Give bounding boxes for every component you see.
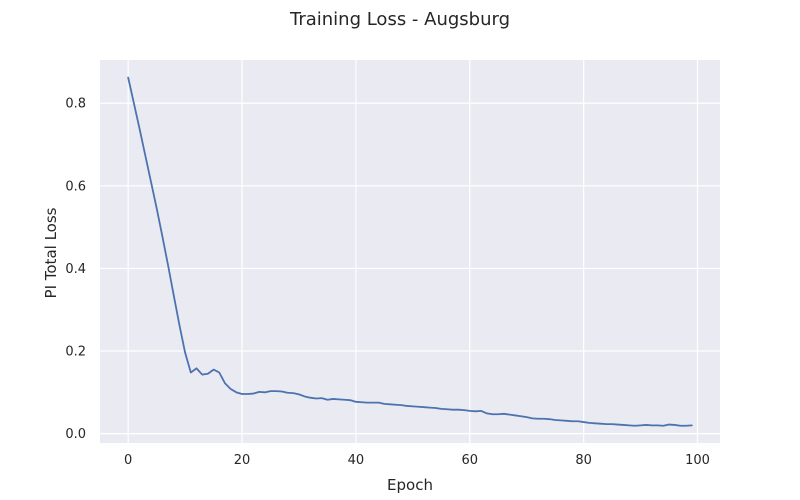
y-tick-label: 0.8 [65,97,86,112]
x-tick-label: 100 [685,453,710,468]
x-tick-labels: 0 20 40 60 80 100 [124,453,710,468]
x-tick-label: 0 [124,453,132,468]
plot-area [100,60,720,443]
x-tick-label: 60 [462,453,479,468]
x-tick-label: 80 [575,453,592,468]
y-tick-label: 0.6 [65,179,86,194]
y-tick-label: 0.2 [65,345,86,360]
y-tick-label: 0.4 [65,262,86,277]
x-tick-label: 20 [234,453,251,468]
chart-title: Training Loss - Augsburg [289,9,510,30]
x-gridlines [127,60,699,443]
series-layer [127,76,693,427]
y-tick-label: 0.0 [65,427,86,442]
series-line [127,76,693,427]
y-tick-labels: 0.0 0.2 0.4 0.6 0.8 [65,97,86,442]
y-axis-label: PI Total Loss [42,207,60,298]
x-axis-label: Epoch [387,476,433,494]
y-gridlines [100,102,720,435]
x-tick-label: 40 [348,453,365,468]
